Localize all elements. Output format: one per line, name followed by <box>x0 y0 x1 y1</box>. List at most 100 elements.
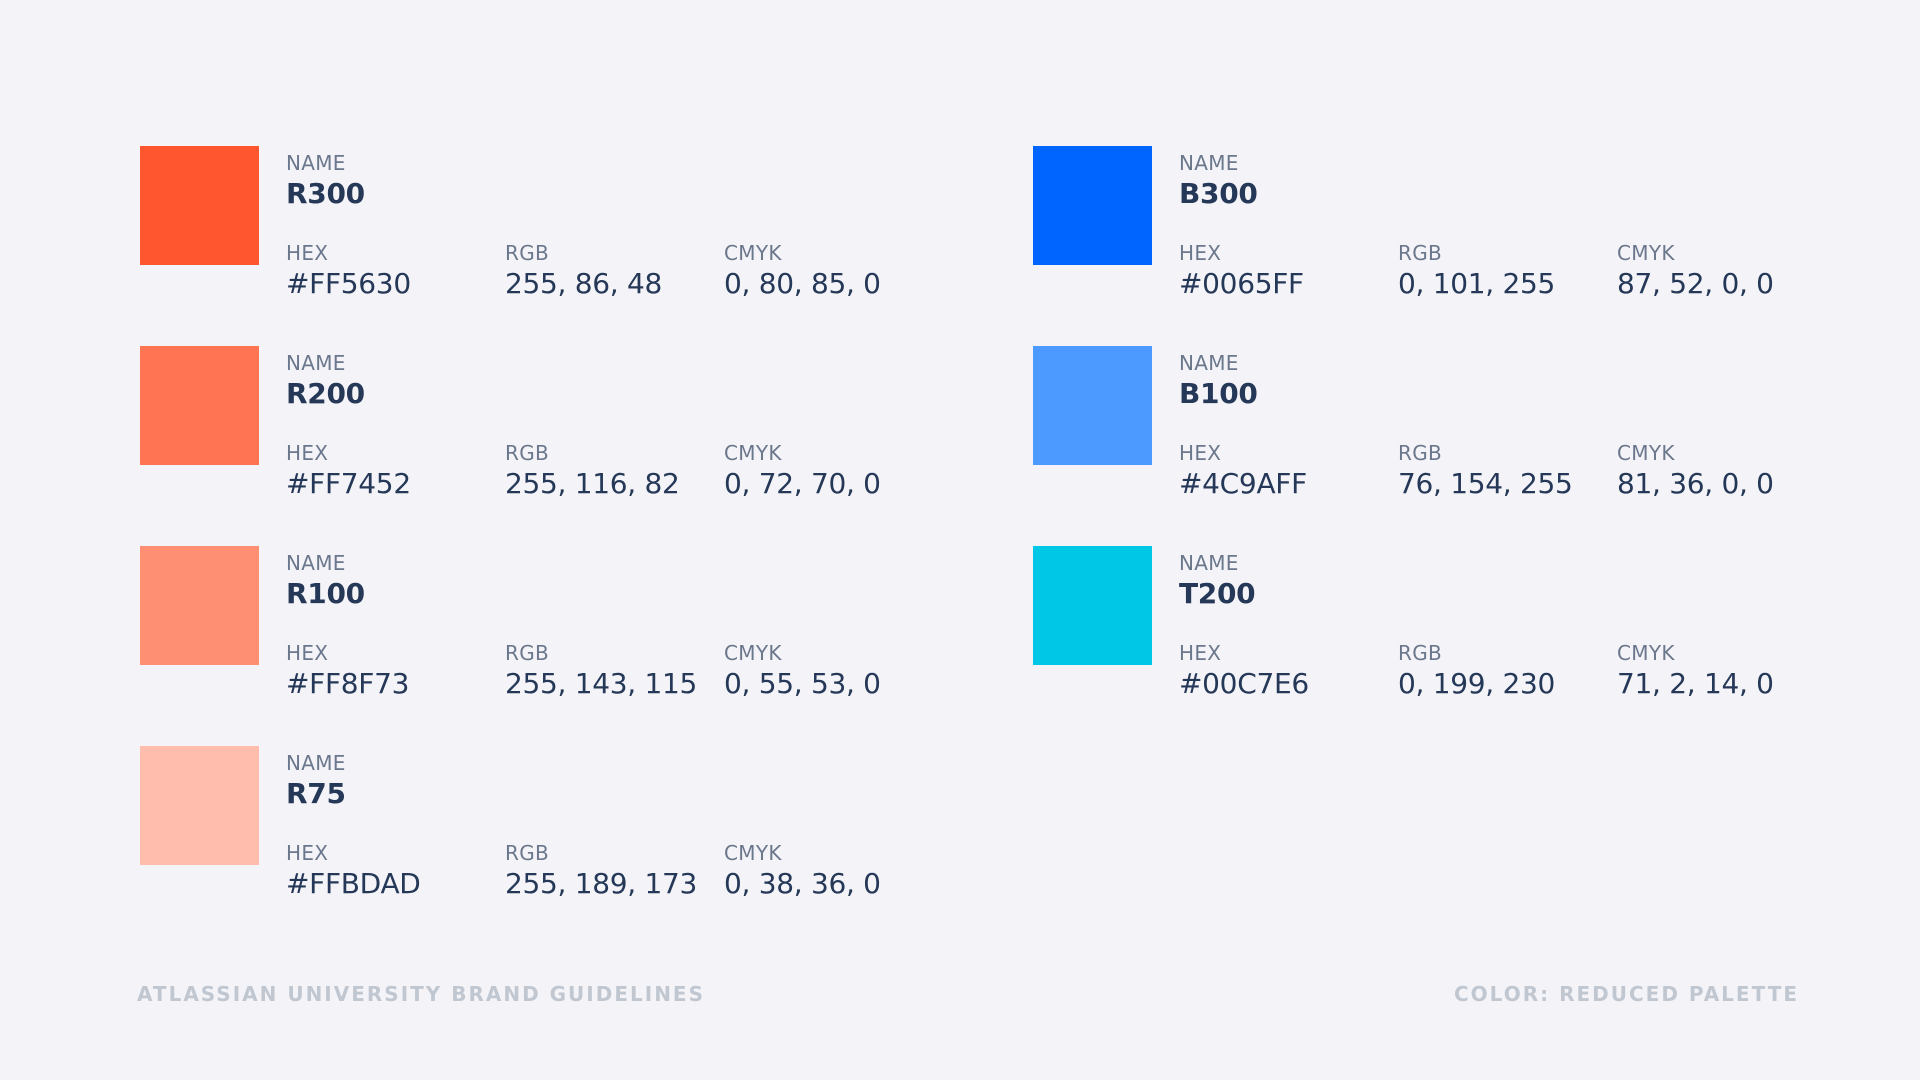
color-specs: HEX #FF7452 RGB 255, 116, 82 CMYK 0, 72,… <box>286 440 943 502</box>
rgb-label: RGB <box>1398 441 1443 465</box>
color-info: NAME R100 HEX #FF8F73 RGB 255, 143, 115 … <box>286 550 943 702</box>
cmyk-spec: CMYK 81, 36, 0, 0 <box>1617 440 1836 502</box>
color-name: T200 <box>1179 577 1256 610</box>
rgb-label: RGB <box>505 241 550 265</box>
rgb-label: RGB <box>505 841 550 865</box>
cmyk-label: CMYK <box>724 241 782 265</box>
hex-spec: HEX #FF5630 <box>286 240 505 302</box>
cmyk-label: CMYK <box>724 641 782 665</box>
color-specs: HEX #FF8F73 RGB 255, 143, 115 CMYK 0, 55… <box>286 640 943 702</box>
cmyk-spec: CMYK 71, 2, 14, 0 <box>1617 640 1836 702</box>
color-info: NAME R300 HEX #FF5630 RGB 255, 86, 48 CM… <box>286 150 943 302</box>
hex-value: #FF5630 <box>286 267 411 300</box>
rgb-spec: RGB 255, 143, 115 <box>505 640 724 702</box>
cmyk-label: CMYK <box>724 441 782 465</box>
color-name: R75 <box>286 777 346 810</box>
color-name: R100 <box>286 577 365 610</box>
cmyk-label: CMYK <box>1617 441 1675 465</box>
color-name: R200 <box>286 377 365 410</box>
rgb-value: 0, 101, 255 <box>1398 267 1556 300</box>
hex-value: #FF7452 <box>286 467 411 500</box>
rgb-label: RGB <box>1398 641 1443 665</box>
rgb-spec: RGB 255, 189, 173 <box>505 840 724 902</box>
hex-label: HEX <box>1179 641 1222 665</box>
hex-spec: HEX #00C7E6 <box>1179 640 1398 702</box>
color-swatch <box>140 346 259 465</box>
hex-value: #FF8F73 <box>286 667 410 700</box>
hex-label: HEX <box>1179 441 1222 465</box>
cmyk-value: 0, 80, 85, 0 <box>724 267 881 300</box>
hex-spec: HEX #FF8F73 <box>286 640 505 702</box>
hex-label: HEX <box>286 441 329 465</box>
cmyk-spec: CMYK 0, 55, 53, 0 <box>724 640 943 702</box>
hex-label: HEX <box>1179 241 1222 265</box>
name-label: NAME <box>286 351 346 375</box>
color-info: NAME B100 HEX #4C9AFF RGB 76, 154, 255 C… <box>1179 350 1836 502</box>
rgb-spec: RGB 76, 154, 255 <box>1398 440 1617 502</box>
cmyk-spec: CMYK 87, 52, 0, 0 <box>1617 240 1836 302</box>
color-info: NAME R75 HEX #FFBDAD RGB 255, 189, 173 C… <box>286 750 943 902</box>
hex-value: #0065FF <box>1179 267 1304 300</box>
hex-label: HEX <box>286 841 329 865</box>
color-specs: HEX #00C7E6 RGB 0, 199, 230 CMYK 71, 2, … <box>1179 640 1836 702</box>
name-label: NAME <box>1179 351 1239 375</box>
name-label: NAME <box>1179 151 1239 175</box>
cmyk-spec: CMYK 0, 72, 70, 0 <box>724 440 943 502</box>
rgb-label: RGB <box>505 641 550 665</box>
cmyk-value: 81, 36, 0, 0 <box>1617 467 1774 500</box>
color-swatch <box>1033 546 1152 665</box>
cmyk-label: CMYK <box>1617 241 1675 265</box>
cmyk-value: 0, 72, 70, 0 <box>724 467 881 500</box>
cmyk-spec: CMYK 0, 38, 36, 0 <box>724 840 943 902</box>
name-label: NAME <box>286 151 346 175</box>
color-specs: HEX #FF5630 RGB 255, 86, 48 CMYK 0, 80, … <box>286 240 943 302</box>
cmyk-spec: CMYK 0, 80, 85, 0 <box>724 240 943 302</box>
hex-value: #00C7E6 <box>1179 667 1309 700</box>
color-swatch <box>140 546 259 665</box>
color-name: B100 <box>1179 377 1258 410</box>
rgb-value: 255, 86, 48 <box>505 267 663 300</box>
color-name: R300 <box>286 177 365 210</box>
color-info: NAME T200 HEX #00C7E6 RGB 0, 199, 230 CM… <box>1179 550 1836 702</box>
name-label: NAME <box>1179 551 1239 575</box>
color-specs: HEX #4C9AFF RGB 76, 154, 255 CMYK 81, 36… <box>1179 440 1836 502</box>
cmyk-value: 0, 38, 36, 0 <box>724 867 881 900</box>
color-specs: HEX #FFBDAD RGB 255, 189, 173 CMYK 0, 38… <box>286 840 943 902</box>
hex-spec: HEX #0065FF <box>1179 240 1398 302</box>
rgb-value: 255, 143, 115 <box>505 667 698 700</box>
cmyk-label: CMYK <box>724 841 782 865</box>
footer-brand-title: ATLASSIAN UNIVERSITY BRAND GUIDELINES <box>137 982 705 1006</box>
rgb-spec: RGB 0, 199, 230 <box>1398 640 1617 702</box>
color-swatch <box>1033 346 1152 465</box>
rgb-value: 255, 189, 173 <box>505 867 698 900</box>
hex-label: HEX <box>286 641 329 665</box>
hex-spec: HEX #4C9AFF <box>1179 440 1398 502</box>
rgb-label: RGB <box>1398 241 1443 265</box>
hex-spec: HEX #FFBDAD <box>286 840 505 902</box>
name-label: NAME <box>286 751 346 775</box>
color-specs: HEX #0065FF RGB 0, 101, 255 CMYK 87, 52,… <box>1179 240 1836 302</box>
color-swatch <box>140 146 259 265</box>
color-name: B300 <box>1179 177 1258 210</box>
hex-value: #4C9AFF <box>1179 467 1307 500</box>
cmyk-label: CMYK <box>1617 641 1675 665</box>
hex-spec: HEX #FF7452 <box>286 440 505 502</box>
color-info: NAME R200 HEX #FF7452 RGB 255, 116, 82 C… <box>286 350 943 502</box>
rgb-label: RGB <box>505 441 550 465</box>
hex-value: #FFBDAD <box>286 867 421 900</box>
color-swatch <box>1033 146 1152 265</box>
cmyk-value: 87, 52, 0, 0 <box>1617 267 1774 300</box>
rgb-spec: RGB 255, 116, 82 <box>505 440 724 502</box>
rgb-spec: RGB 0, 101, 255 <box>1398 240 1617 302</box>
cmyk-value: 0, 55, 53, 0 <box>724 667 881 700</box>
hex-label: HEX <box>286 241 329 265</box>
rgb-value: 255, 116, 82 <box>505 467 680 500</box>
name-label: NAME <box>286 551 346 575</box>
rgb-spec: RGB 255, 86, 48 <box>505 240 724 302</box>
rgb-value: 76, 154, 255 <box>1398 467 1573 500</box>
footer-section-title: COLOR: REDUCED PALETTE <box>1454 982 1799 1006</box>
cmyk-value: 71, 2, 14, 0 <box>1617 667 1774 700</box>
rgb-value: 0, 199, 230 <box>1398 667 1556 700</box>
color-swatch <box>140 746 259 865</box>
color-info: NAME B300 HEX #0065FF RGB 0, 101, 255 CM… <box>1179 150 1836 302</box>
